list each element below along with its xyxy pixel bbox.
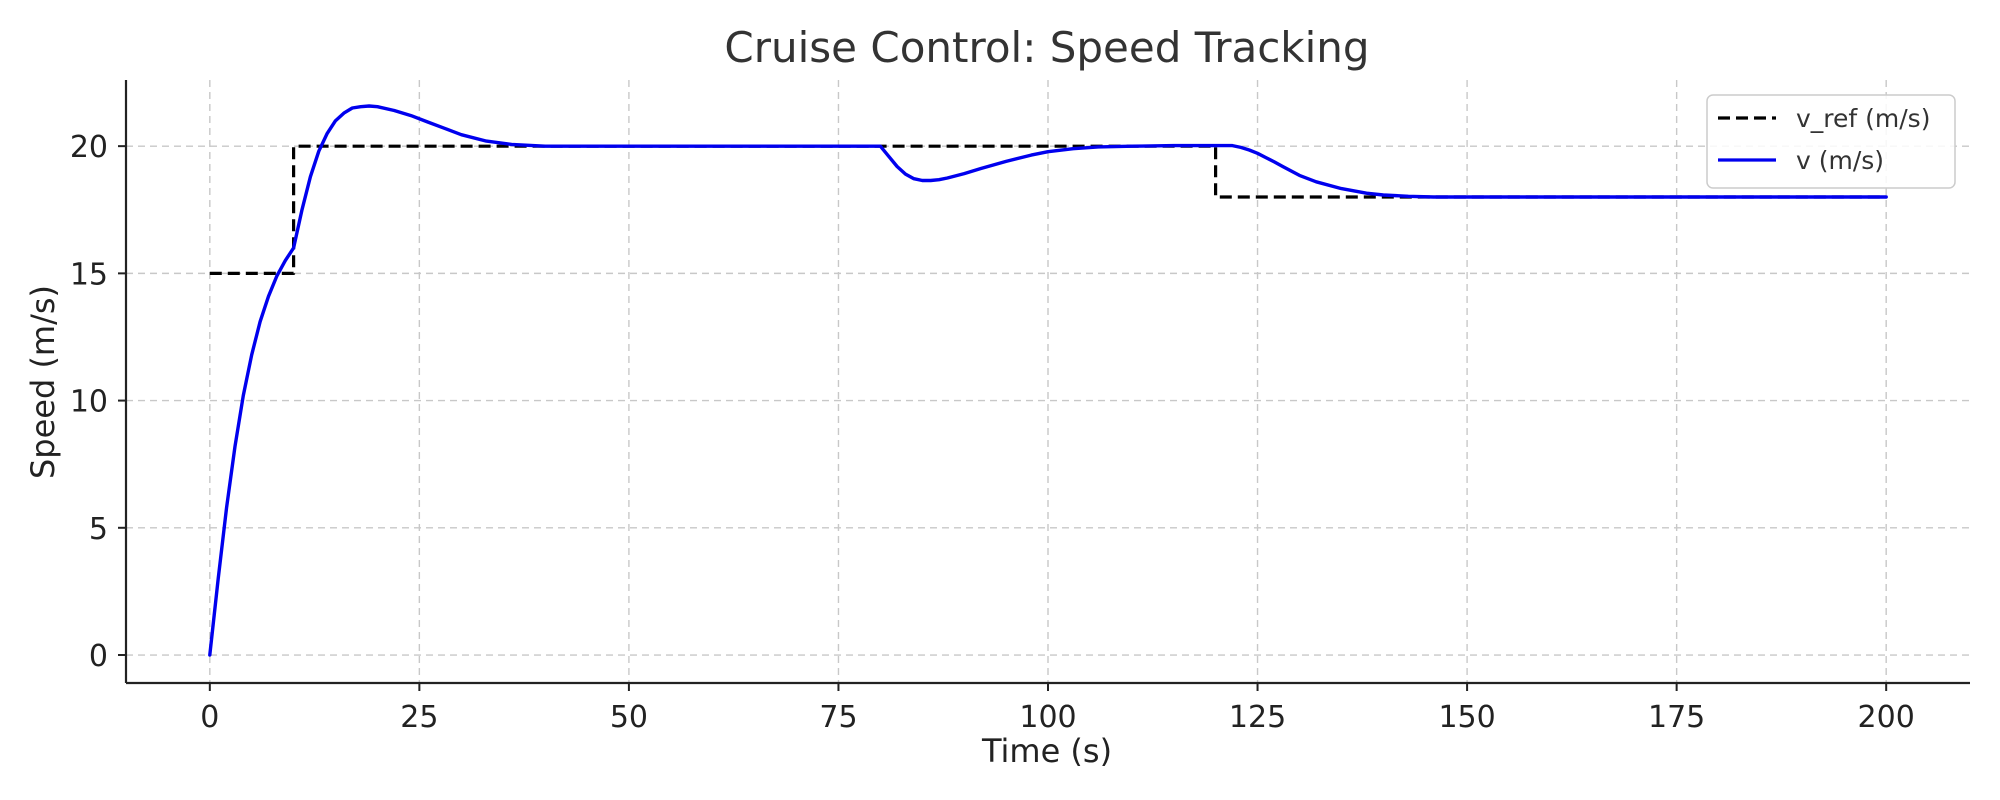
x-tick-label: 200: [1858, 700, 1915, 735]
x-axis-ticks: 0 25 50 75 100 125 150 175 200: [200, 683, 1915, 735]
x-tick-label: 175: [1648, 700, 1705, 735]
y-tick-label: 20: [70, 130, 108, 165]
legend-box: [1706, 94, 1956, 189]
legend: v_ref (m/s) v (m/s): [1706, 94, 1956, 189]
y-tick-label: 15: [70, 257, 108, 292]
legend-label-v-ref: v_ref (m/s): [1796, 104, 1930, 133]
chart-title: Cruise Control: Speed Tracking: [724, 23, 1369, 72]
series-line-v: [208, 104, 1888, 657]
x-tick-label: 50: [610, 700, 648, 735]
legend-label-v: v (m/s): [1796, 146, 1884, 175]
plot-area: [208, 104, 1888, 657]
x-tick-label: 0: [200, 700, 219, 735]
x-tick-label: 25: [400, 700, 438, 735]
grid: [126, 80, 1970, 683]
x-tick-label: 75: [819, 700, 857, 735]
x-tick-label: 150: [1438, 700, 1495, 735]
x-tick-label: 125: [1229, 700, 1286, 735]
x-tick-label: 100: [1019, 700, 1076, 735]
y-axis-ticks: 0 5 10 15 20: [70, 130, 126, 674]
x-axis-label: Time (s): [981, 732, 1112, 770]
y-tick-label: 0: [89, 639, 108, 674]
y-tick-label: 5: [89, 512, 108, 547]
y-tick-label: 10: [70, 385, 108, 420]
y-axis-label: Speed (m/s): [24, 285, 62, 479]
